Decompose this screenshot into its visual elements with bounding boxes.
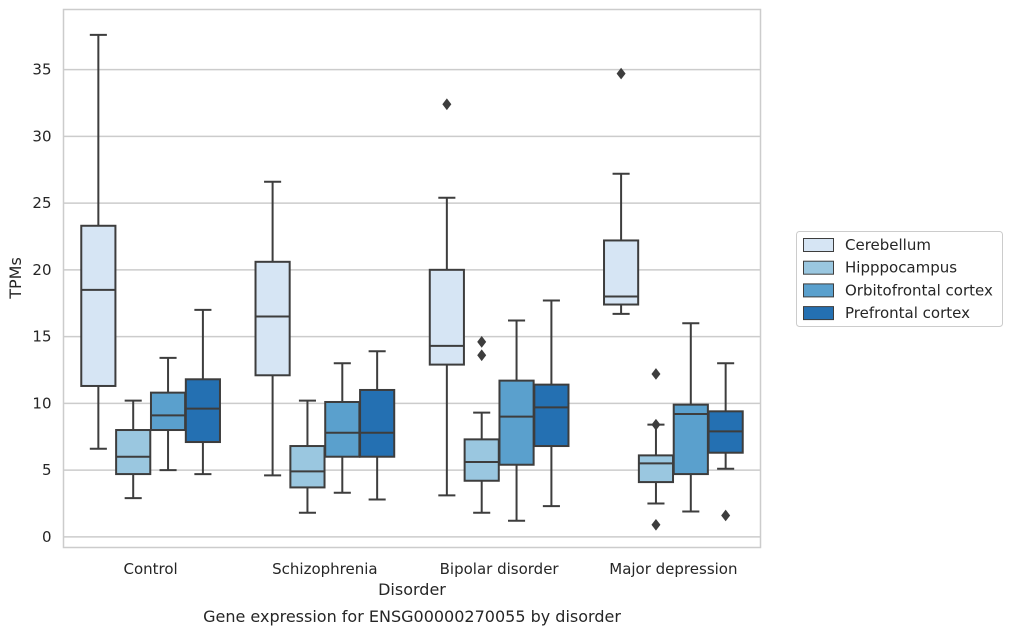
y-axis-label: TPMs — [6, 257, 25, 300]
y-tick-label: 10 — [32, 394, 51, 412]
outlier-point — [477, 336, 487, 348]
outlier-point — [651, 518, 661, 531]
y-tick-labels: 0 5 10 15 20 25 30 35 — [32, 61, 51, 546]
box-iqr — [428, 268, 465, 366]
box-iqr — [359, 388, 396, 458]
outlier-point — [651, 368, 661, 380]
box-plot — [184, 308, 221, 476]
box-plot — [498, 319, 535, 522]
legend-frame — [796, 231, 1003, 327]
y-tick-label: 35 — [32, 61, 51, 79]
y-tick-label: 15 — [32, 328, 51, 346]
box-plot — [149, 356, 187, 472]
outlier-point — [442, 98, 452, 111]
outlier-point — [721, 509, 731, 522]
legend-swatch — [803, 260, 834, 275]
box-plot — [324, 362, 361, 494]
box-iqr — [463, 438, 500, 482]
box-plot — [637, 368, 675, 531]
y-tick-label: 5 — [42, 461, 52, 479]
x-tick-label: Bipolar disorder — [440, 560, 560, 578]
y-tick-label: 0 — [42, 528, 52, 546]
box-plot — [359, 350, 396, 501]
x-tick-labels: Control Schizophrenia Bipolar disorder Majo… — [124, 560, 738, 578]
outlier-point — [616, 67, 626, 80]
box-plot — [707, 362, 744, 522]
chart-caption: Gene expression for ENSG00000270055 by d… — [203, 607, 621, 626]
box-iqr — [672, 403, 709, 476]
outlier-point — [477, 349, 487, 362]
legend-label: Orbitofrontal cortex — [845, 281, 993, 299]
box-plot — [80, 33, 117, 450]
box-iqr — [184, 378, 221, 444]
legend-swatch — [803, 283, 834, 298]
box-iqr — [80, 224, 117, 387]
y-tick-label: 25 — [32, 194, 51, 212]
box-plot — [603, 67, 640, 315]
box-iqr — [603, 239, 640, 306]
box-plot — [463, 336, 500, 514]
box-plot — [533, 299, 570, 508]
x-axis-label: Disorder — [378, 580, 446, 599]
box-plot — [428, 98, 465, 497]
box-iqr — [289, 445, 326, 489]
box-iqr — [533, 383, 570, 448]
box-plot — [289, 399, 326, 514]
x-tick-label: Control — [124, 560, 178, 578]
x-tick-label: Major depression — [609, 560, 737, 578]
box-iqr — [498, 379, 535, 466]
y-tick-label: 20 — [32, 261, 51, 279]
box-iqr — [149, 391, 187, 432]
box-iqr — [324, 400, 361, 458]
box-iqr — [115, 429, 152, 476]
legend-label: Prefrontal cortex — [845, 304, 970, 322]
box-iqr — [254, 260, 291, 377]
legend-label: Hipppocampus — [845, 259, 957, 277]
legend: Cerebellum Hipppocampus Orbitofrontal cort… — [796, 231, 1003, 327]
plot-frame — [62, 8, 762, 549]
legend-label: Cerebellum — [845, 236, 931, 254]
x-tick-label: Schizophrenia — [272, 560, 377, 578]
y-tick-label: 30 — [32, 127, 51, 145]
legend-swatch — [803, 238, 834, 252]
box-layer — [80, 33, 744, 531]
outlier-point — [651, 418, 661, 431]
box-plot — [672, 322, 709, 513]
box-iqr — [637, 454, 675, 484]
box-plot — [254, 180, 291, 477]
legend-swatch — [803, 306, 834, 321]
box-plot — [115, 399, 152, 500]
